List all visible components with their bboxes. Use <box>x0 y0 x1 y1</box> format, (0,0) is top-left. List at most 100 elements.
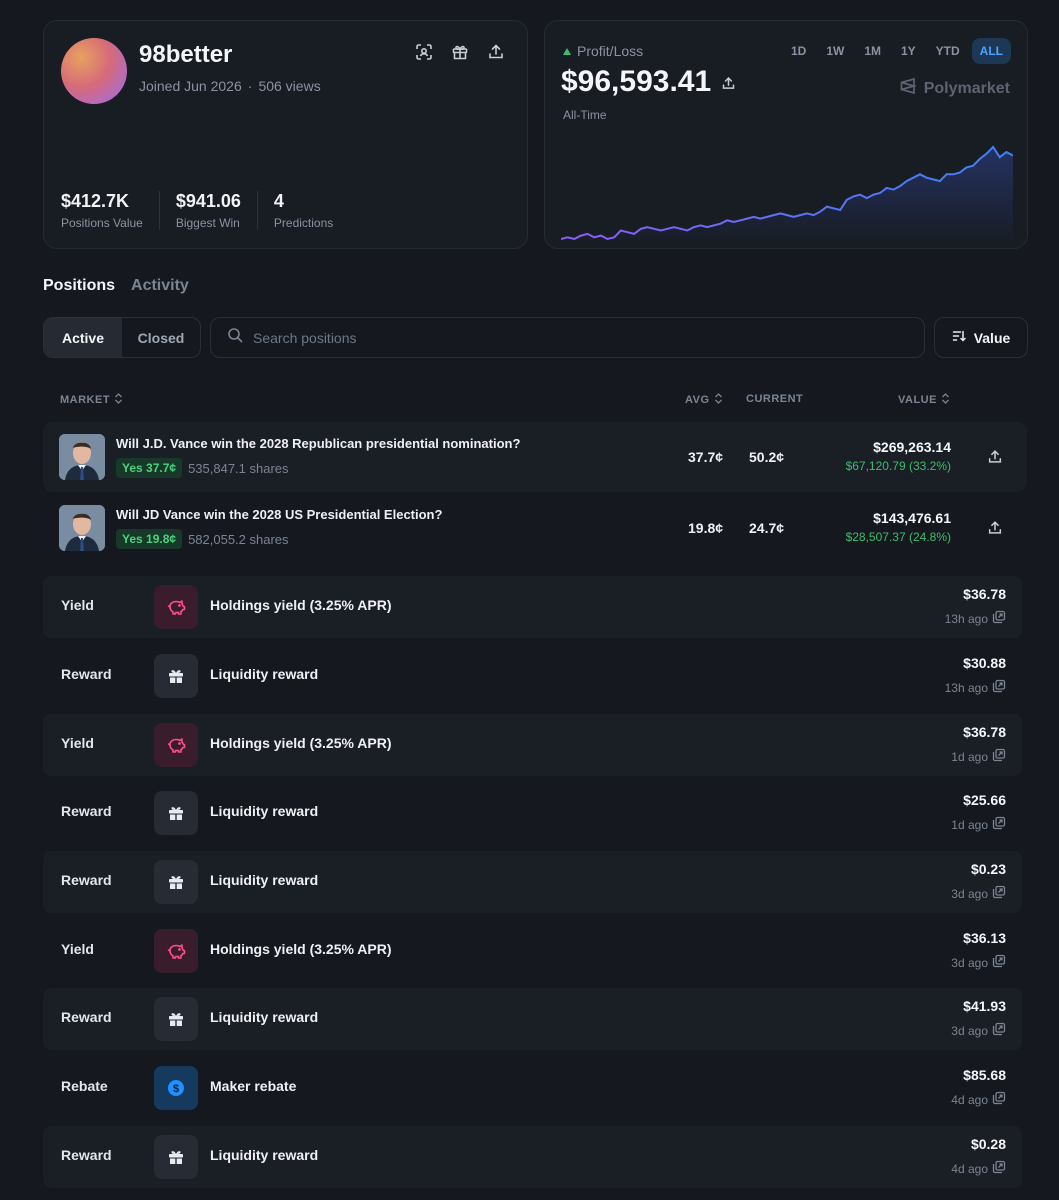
profile-actions <box>415 43 505 61</box>
activity-row[interactable]: Reward Liquidity reward $0.28 4d ago <box>43 1126 1022 1188</box>
activity-label: Holdings yield (3.25% APR) <box>210 735 392 751</box>
header-value[interactable]: VALUE <box>898 393 950 407</box>
market-thumbnail <box>59 505 105 551</box>
header-current: CURRENT <box>746 393 804 405</box>
position-row[interactable]: Will J.D. Vance win the 2028 Republican … <box>43 422 1027 492</box>
gift-icon <box>154 997 198 1041</box>
activity-row[interactable]: Yield Holdings yield (3.25% APR) $36.13 3d … <box>43 920 1022 982</box>
activity-time: 4d ago <box>951 1160 1006 1177</box>
tab-positions[interactable]: Positions <box>43 277 116 294</box>
activity-row[interactable]: Reward Liquidity reward $41.93 3d ago <box>43 988 1022 1050</box>
search-input[interactable] <box>253 329 853 346</box>
range-all[interactable]: ALL <box>971 38 1011 64</box>
activity-label: Maker rebate <box>210 1078 297 1094</box>
activity-row[interactable]: Reward Liquidity reward $25.66 1d ago <box>43 782 1022 844</box>
trend-up-icon <box>563 47 571 55</box>
status-toggle: Active Closed <box>43 317 201 358</box>
market-title[interactable]: Will JD Vance win the 2028 US Presidenti… <box>116 507 443 522</box>
activity-type: Reward <box>61 666 112 682</box>
share-icon[interactable] <box>987 449 1003 465</box>
tab-activity[interactable]: Activity <box>131 277 189 294</box>
stat-biggest-win: $941.06 Biggest Win <box>176 191 258 230</box>
profile-card: 98better Joined Jun 2026 · 506 views $412.… <box>43 20 528 249</box>
outcome-badge: Yes 19.8¢ <box>116 529 183 549</box>
gift-icon[interactable] <box>451 43 469 61</box>
activity-time: 13h ago <box>945 610 1006 627</box>
activity-type: Reward <box>61 1009 112 1025</box>
sort-updown-icon <box>941 393 950 407</box>
avatar <box>61 38 127 104</box>
header-market[interactable]: MARKET <box>60 393 123 407</box>
external-link-icon[interactable] <box>992 1160 1006 1177</box>
activity-amount: $25.66 <box>963 792 1006 808</box>
position-row[interactable]: Will JD Vance win the 2028 US Presidenti… <box>43 493 1027 563</box>
activity-row[interactable]: Reward Liquidity reward $30.88 13h ago <box>43 645 1022 707</box>
external-link-icon[interactable] <box>992 1022 1006 1039</box>
range-1w[interactable]: 1W <box>826 44 845 58</box>
outcome-badge: Yes 37.7¢ <box>116 458 183 478</box>
pnl-line-chart <box>561 145 1013 245</box>
pnl-line <box>561 145 1013 241</box>
activity-time: 3d ago <box>951 954 1006 971</box>
filter-closed-button[interactable]: Closed <box>137 329 185 346</box>
external-link-icon[interactable] <box>992 954 1006 971</box>
position-meta: Yes 37.7¢ 535,847.1 shares <box>116 458 289 478</box>
external-link-icon[interactable] <box>992 885 1006 902</box>
activity-time: 3d ago <box>951 885 1006 902</box>
stat-positions-value: $412.7K Positions Value <box>61 191 160 230</box>
share-icon[interactable] <box>487 43 505 61</box>
activity-type: Reward <box>61 872 112 888</box>
current-price: 24.7¢ <box>749 520 785 536</box>
activity-type: Reward <box>61 803 112 819</box>
view-count: 506 views <box>258 78 321 94</box>
username: 98better <box>139 41 233 68</box>
external-link-icon[interactable] <box>992 610 1006 627</box>
external-link-icon[interactable] <box>992 816 1006 833</box>
profile-tabs: Positions Activity <box>43 277 189 295</box>
pnl-period: All-Time <box>563 108 607 122</box>
activity-type: Yield <box>61 597 94 613</box>
external-link-icon[interactable] <box>992 679 1006 696</box>
share-icon[interactable] <box>721 65 736 99</box>
range-1d[interactable]: 1D <box>790 44 807 58</box>
stat-predictions: 4 Predictions <box>273 191 334 230</box>
activity-time: 1d ago <box>951 748 1006 765</box>
profile-stats: $412.7K Positions Value $941.06 Biggest … <box>61 191 365 230</box>
gift-icon <box>154 1135 198 1179</box>
activity-row[interactable]: Yield Holdings yield (3.25% APR) $36.78 1d … <box>43 714 1022 776</box>
polymarket-icon <box>899 77 917 100</box>
piggy-bank-icon <box>154 585 198 629</box>
activity-row[interactable]: Yield Holdings yield (3.25% APR) $36.78 13h… <box>43 576 1022 638</box>
pnl-area <box>561 147 1013 245</box>
activity-amount: $30.88 <box>963 655 1006 671</box>
activity-type: Rebate <box>61 1078 108 1094</box>
piggy-bank-icon <box>154 723 198 767</box>
activity-amount: $85.68 <box>963 1067 1006 1083</box>
range-1y[interactable]: 1Y <box>900 44 916 58</box>
search-icon <box>227 327 243 348</box>
filter-active-button[interactable]: Active <box>44 318 122 357</box>
activity-amount: $36.78 <box>963 724 1006 740</box>
external-link-icon[interactable] <box>992 1091 1006 1108</box>
activity-time: 3d ago <box>951 1022 1006 1039</box>
activity-row[interactable]: Reward Liquidity reward $0.23 3d ago <box>43 851 1022 913</box>
activity-row[interactable]: Rebate $ Maker rebate $85.68 4d ago <box>43 1057 1022 1119</box>
current-price: 50.2¢ <box>749 449 785 465</box>
sort-updown-icon <box>114 393 123 407</box>
svg-text:$: $ <box>173 1083 179 1095</box>
header-avg[interactable]: AVG <box>685 393 723 407</box>
activity-time: 4d ago <box>951 1091 1006 1108</box>
position-value: $269,263.14 $67,120.79 (33.2%) <box>845 439 951 473</box>
market-title[interactable]: Will J.D. Vance win the 2028 Republican … <box>116 436 521 451</box>
qr-scan-icon[interactable] <box>415 43 433 61</box>
range-1m[interactable]: 1M <box>864 44 881 58</box>
range-ytd[interactable]: YTD <box>935 44 960 58</box>
external-link-icon[interactable] <box>992 748 1006 765</box>
pnl-label: Profit/Loss <box>563 43 643 59</box>
position-value: $143,476.61 $28,507.37 (24.8%) <box>845 510 951 544</box>
share-icon[interactable] <box>987 520 1003 536</box>
sort-value-button[interactable]: Value <box>934 317 1028 358</box>
activity-label: Liquidity reward <box>210 1009 319 1025</box>
activity-label: Holdings yield (3.25% APR) <box>210 941 392 957</box>
avg-price: 37.7¢ <box>688 449 724 465</box>
